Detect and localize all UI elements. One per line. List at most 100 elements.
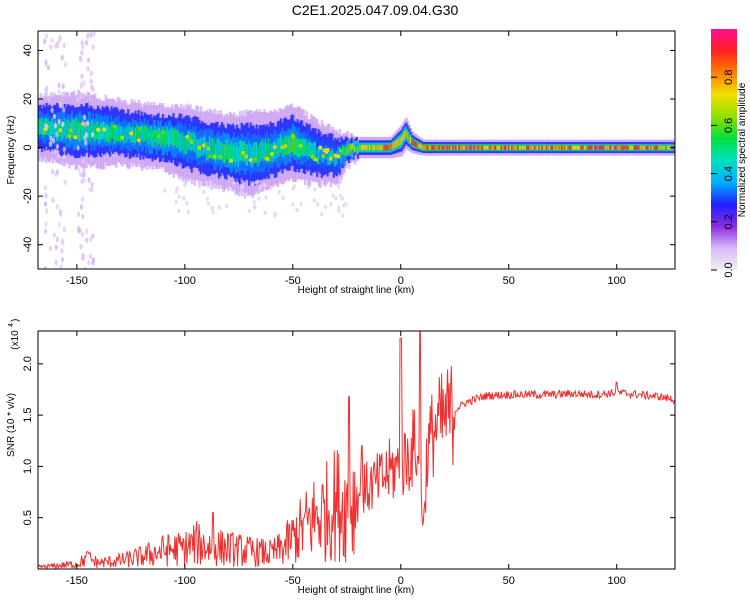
heatmap-noise	[82, 167, 86, 173]
heatmap-cell	[542, 145, 546, 150]
heatmap-cell	[338, 146, 342, 159]
heatmap-cell	[186, 134, 189, 154]
heatmap-blob	[153, 129, 159, 134]
heatmap-cell	[367, 144, 371, 151]
heatmap-cell	[257, 146, 260, 167]
heatmap-cell	[615, 145, 618, 150]
snr-y-tick-label: 0.5	[22, 510, 34, 525]
heatmap-cell	[50, 122, 53, 139]
heatmap-cell	[408, 134, 411, 142]
heatmap-cell	[551, 145, 555, 150]
heatmap-noise	[43, 265, 47, 269]
heatmap-noise	[55, 204, 59, 210]
heatmap-noise	[59, 211, 63, 217]
heatmap-noise	[232, 180, 236, 186]
heatmap-blob	[272, 145, 278, 150]
snr-plot: -150 -100 -50 0 50 100 0.5 1.0 1.5 2.0 Height of…	[6, 319, 676, 596]
snr-y-multiplier-base: (x10	[10, 330, 21, 350]
heatmap-cell	[337, 146, 340, 160]
heatmap-noise	[320, 180, 324, 185]
heatmap-cell	[236, 142, 239, 162]
heatmap-cell	[75, 118, 79, 137]
heatmap-cell	[276, 138, 280, 158]
heatmap-noise	[82, 114, 87, 121]
heatmap-blob	[151, 133, 157, 138]
heatmap-cell	[399, 137, 402, 146]
heatmap-cell	[160, 131, 163, 148]
heatmap-cell	[128, 122, 132, 139]
heatmap-cell	[222, 143, 225, 163]
heatmap-cell	[251, 146, 254, 168]
heatmap-cell	[613, 145, 617, 150]
spectrogram-frame	[37, 30, 676, 270]
heatmap-cell	[467, 145, 470, 150]
heatmap-noise	[44, 208, 49, 214]
heatmap-noise	[57, 118, 61, 125]
heatmap-noise	[43, 228, 48, 235]
heatmap-cell	[449, 145, 452, 150]
heatmap-noise	[337, 208, 341, 214]
heatmap-cell	[266, 143, 269, 163]
heatmap-cell	[623, 145, 626, 150]
heatmap-cell	[600, 145, 603, 150]
heatmap-cell	[638, 145, 641, 150]
heatmap-cell	[459, 145, 463, 150]
spectrogram-y-tick-label: -40	[22, 237, 34, 253]
spectrogram-y-tick-label: 40	[22, 44, 34, 56]
heatmap-cell	[394, 141, 398, 148]
heatmap-blob	[325, 147, 331, 152]
heatmap-cell	[558, 145, 561, 150]
heatmap-cell	[148, 129, 151, 146]
heatmap-cell	[447, 145, 451, 150]
heatmap-noise	[337, 184, 341, 189]
heatmap-cell	[559, 145, 563, 150]
heatmap-noise	[88, 186, 92, 193]
heatmap-cell	[307, 142, 310, 160]
heatmap-noise	[84, 132, 88, 138]
heatmap-cell	[273, 140, 277, 159]
heatmap-blob	[94, 135, 100, 140]
heatmap-blob	[41, 131, 47, 136]
heatmap-cell	[137, 126, 141, 143]
heatmap-noise	[79, 56, 83, 63]
heatmap-noise	[50, 149, 55, 155]
heatmap-noise	[323, 204, 328, 210]
heatmap-cell	[230, 142, 233, 162]
snr-y-label: SNR (10 * v/v)	[6, 393, 17, 457]
heatmap-noise	[88, 94, 92, 100]
heatmap-noise	[58, 102, 62, 108]
heatmap-cell	[127, 125, 130, 142]
heatmap-cell	[390, 144, 393, 151]
heatmap-blob	[129, 131, 135, 136]
heatmap-cell	[443, 145, 446, 150]
heatmap-noise	[76, 97, 80, 103]
heatmap-cell	[334, 153, 337, 167]
heatmap-cell	[205, 141, 209, 161]
heatmap-cell	[461, 145, 464, 150]
heatmap-blob	[290, 134, 296, 139]
colorbar-tick-label: 0.6	[723, 118, 735, 133]
heatmap-cell	[434, 145, 437, 150]
heatmap-cell	[243, 140, 247, 162]
heatmap-cell	[295, 136, 298, 155]
heatmap-blob	[144, 127, 150, 132]
colorbar: 0.0 0.2 0.4 0.6 0.8 Normalized spectral ampl…	[711, 29, 748, 278]
heatmap-noise	[46, 64, 51, 71]
heatmap-noise	[251, 181, 255, 186]
heatmap-noise	[80, 178, 84, 184]
heatmap-noise	[81, 252, 85, 259]
heatmap-noise	[191, 179, 196, 185]
heatmap-cell	[503, 145, 507, 150]
heatmap-cell	[517, 145, 520, 150]
heatmap-cell	[226, 139, 230, 159]
heatmap-blob	[206, 146, 212, 151]
heatmap-cell	[412, 140, 416, 146]
heatmap-noise	[87, 259, 91, 266]
heatmap-cell	[647, 145, 650, 150]
heatmap-cell	[521, 145, 525, 150]
heatmap-cell	[145, 124, 148, 141]
heatmap-blob	[228, 158, 234, 163]
heatmap-cell	[520, 145, 523, 150]
heatmap-cell	[87, 120, 91, 139]
